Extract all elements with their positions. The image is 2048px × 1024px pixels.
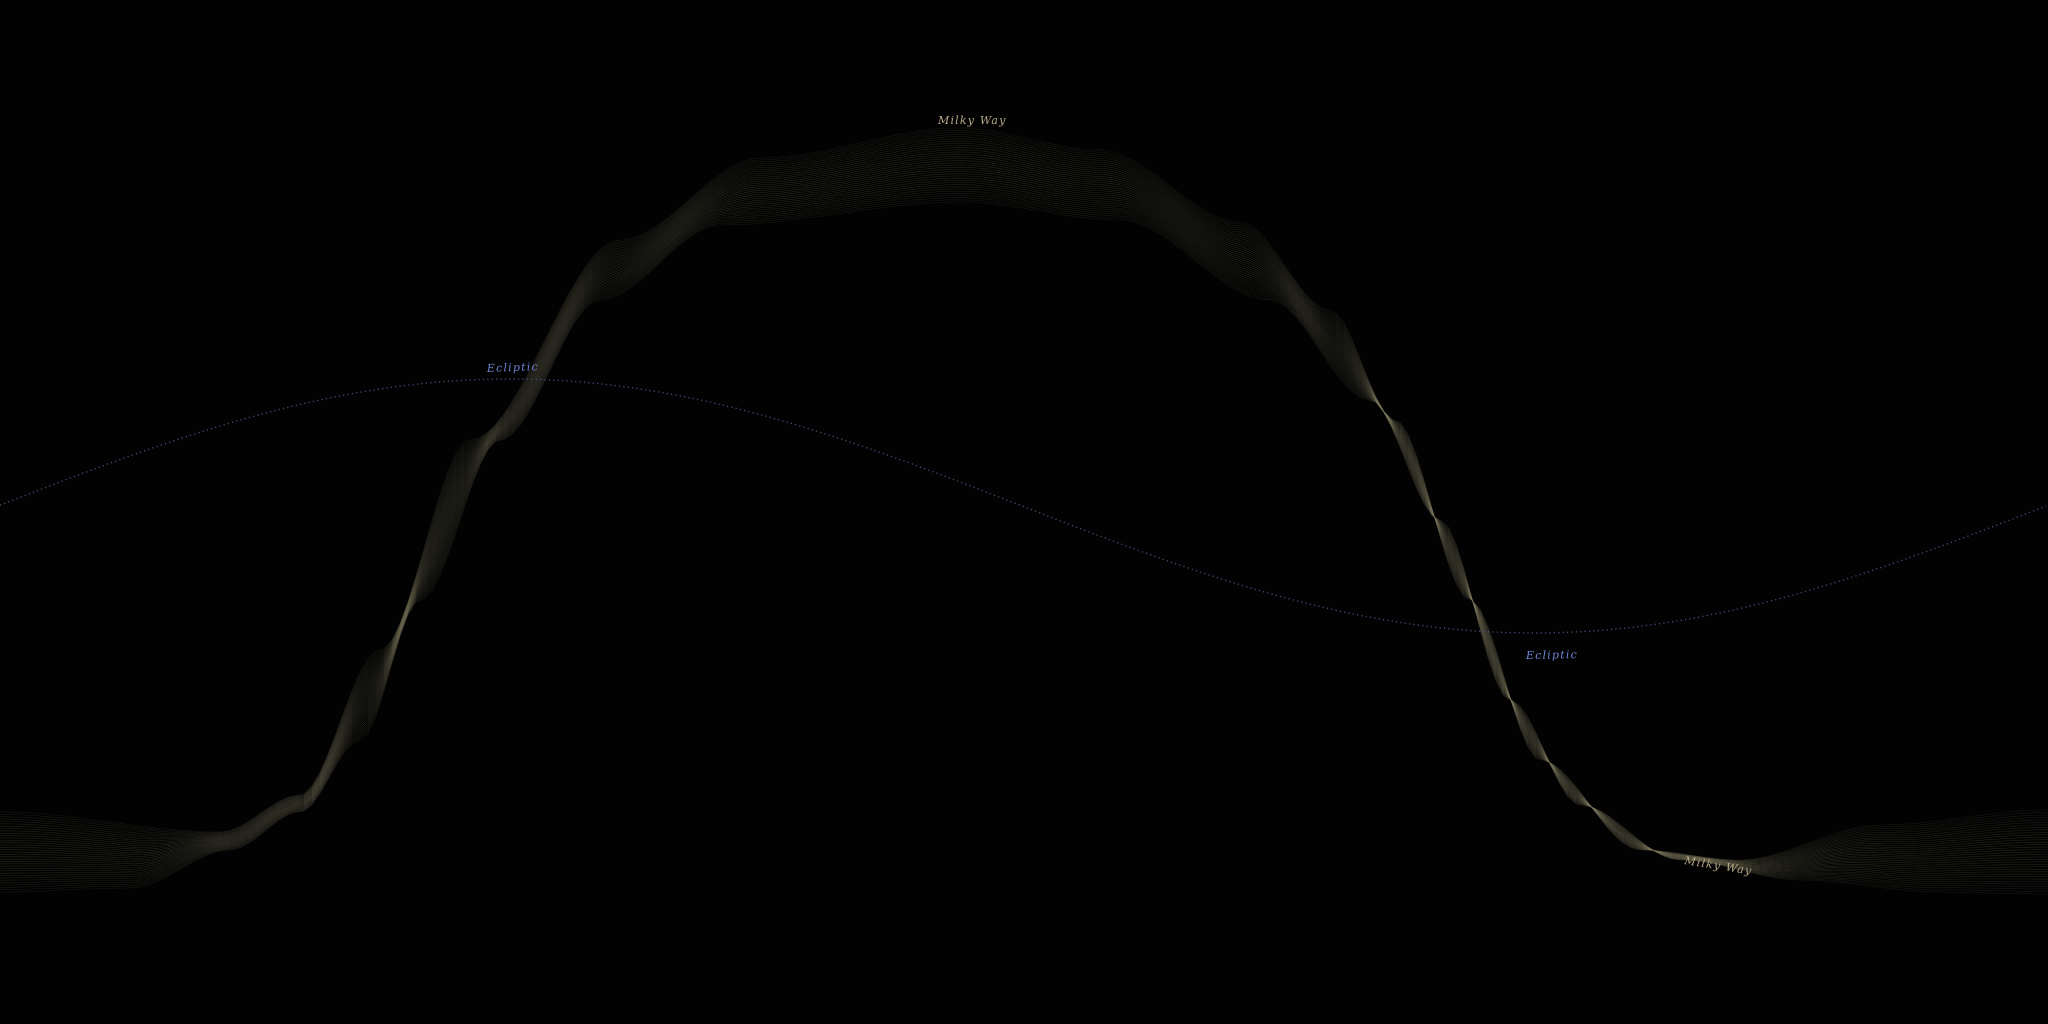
- milky-way-band-line: [0, 158, 2048, 866]
- milky-way-band-line: [0, 201, 2048, 895]
- milky-way-band-line: [0, 132, 2048, 861]
- milky-way-band-line: [0, 134, 2048, 862]
- milky-way-band-line: [0, 195, 2048, 887]
- milky-way-band-line: [0, 188, 2048, 880]
- milky-way-band-line: [0, 162, 2048, 867]
- milky-way-band-line: [0, 145, 2048, 863]
- milky-way-band-line: [0, 155, 2048, 865]
- milky-way-band-line: [0, 153, 2048, 865]
- milky-way-band-line: [0, 179, 2048, 872]
- milky-way-band-line: [0, 186, 2048, 878]
- milky-way-band-line: [0, 151, 2048, 865]
- milky-way-band-line: [0, 166, 2048, 868]
- milky-way-band-line: [0, 192, 2048, 885]
- milky-way-band-line: [0, 140, 2048, 863]
- milky-way-band-line: [0, 136, 2048, 862]
- milky-way-band-line: [0, 173, 2048, 870]
- ecliptic-label-right: Ecliptic: [1525, 648, 1578, 662]
- milky-way-label-top: Milky Way: [937, 114, 1007, 127]
- milky-way-band: [0, 127, 2048, 895]
- milky-way-band-line: [0, 138, 2048, 862]
- milky-way-band-line: [0, 129, 2048, 861]
- ecliptic-line: [0, 378, 2047, 634]
- ecliptic-label-left: Ecliptic: [486, 360, 539, 375]
- milky-way-band-line: [0, 169, 2048, 868]
- milky-way-band-line: [0, 182, 2048, 874]
- milky-way-band-line: [0, 142, 2048, 863]
- milky-way-band-line: [0, 184, 2048, 876]
- milky-way-band-line: [0, 149, 2048, 864]
- milky-way-band-line: [0, 197, 2048, 890]
- milky-way-band-line: [0, 164, 2048, 867]
- milky-way-band-line: [0, 160, 2048, 866]
- milky-way-band-line: [0, 199, 2048, 892]
- milky-way-band-line: [0, 171, 2048, 869]
- milky-way-band-line: [0, 177, 2048, 871]
- milky-way-band-line: [0, 190, 2048, 882]
- milky-way-band-line: [0, 175, 2048, 870]
- milky-way-band-line: [0, 147, 2048, 864]
- milky-way-band-line: [0, 127, 2048, 861]
- milky-way-label-bottom-right: Milky Way: [1683, 854, 1754, 878]
